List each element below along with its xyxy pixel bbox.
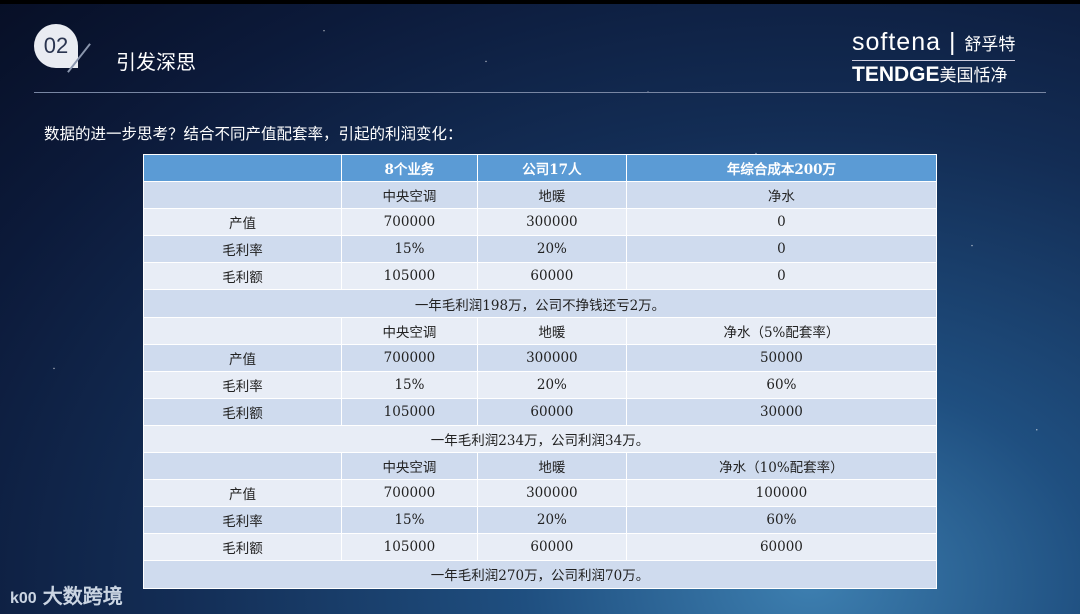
table-cell: 105000 xyxy=(341,397,478,426)
table-row: 产值 700000 300000 50000 xyxy=(143,343,938,372)
table-cell xyxy=(143,452,342,481)
summary-row: 一年毛利润270万，公司利润70万。 xyxy=(143,560,937,589)
product-row: 中央空调 地暖 净水（5%配套率） xyxy=(143,316,938,345)
table-cell xyxy=(143,181,342,210)
table-cell: 0 xyxy=(625,235,938,264)
table-row: 毛利率 15% 20% 60% xyxy=(143,370,938,399)
table-cell: 中央空调 xyxy=(341,181,478,210)
logo-separator xyxy=(852,60,1016,61)
header-cell: 8个业务 xyxy=(341,153,478,183)
section-number-badge: 02 xyxy=(34,24,78,68)
logo-brand2: TENDGE xyxy=(852,63,940,86)
header-rule xyxy=(34,92,1046,93)
table-cell: 15% xyxy=(341,506,478,535)
table-cell: 105000 xyxy=(341,262,478,291)
table-cell: 100000 xyxy=(625,479,938,508)
table-cell: 700000 xyxy=(341,208,478,237)
summary-row: 一年毛利润234万，公司利润34万。 xyxy=(143,424,937,454)
table-row: 毛利率 15% 20% 60% xyxy=(143,506,938,535)
product-row: 中央空调 地暖 净水（10%配套率） xyxy=(143,452,938,481)
table-cell: 毛利额 xyxy=(143,533,342,562)
header-cell xyxy=(143,153,342,183)
table-row: 产值 700000 300000 0 xyxy=(143,208,938,237)
table-cell: 中央空调 xyxy=(341,452,478,481)
summary-row: 一年毛利润198万，公司不挣钱还亏2万。 xyxy=(143,289,937,318)
table-row: 毛利额 105000 60000 60000 xyxy=(143,533,938,562)
table-cell: 一年毛利润198万，公司不挣钱还亏2万。 xyxy=(143,289,937,318)
table-cell: 地暖 xyxy=(476,181,627,210)
table-cell: 产值 xyxy=(143,208,342,237)
table-cell: 60000 xyxy=(476,533,627,562)
table-cell: 105000 xyxy=(341,533,478,562)
table-cell: 一年毛利润234万，公司利润34万。 xyxy=(143,424,937,454)
table-cell: 300000 xyxy=(476,479,627,508)
table-cell: 净水 xyxy=(625,181,938,210)
table-cell: 0 xyxy=(625,208,938,237)
table-cell: 60000 xyxy=(476,262,627,291)
table-cell: 15% xyxy=(341,370,478,399)
header-cell: 年综合成本200万 xyxy=(625,153,938,183)
table-cell: 毛利率 xyxy=(143,235,342,264)
intro-text: 数据的进一步思考？结合不同产值配套率，引起的利润变化： xyxy=(44,125,463,143)
watermark: k00 大数跨境 xyxy=(10,580,123,609)
table-cell: 15% xyxy=(341,235,478,264)
table-cell: 20% xyxy=(476,370,627,399)
table-row: 毛利额 105000 60000 30000 xyxy=(143,397,938,426)
table-cell: 毛利率 xyxy=(143,506,342,535)
table-cell: 60000 xyxy=(476,397,627,426)
table-cell: 产值 xyxy=(143,479,342,508)
logo-brand1-cn: 舒孚特 xyxy=(964,35,1016,54)
table-cell: 30000 xyxy=(625,397,938,426)
table-cell: 60% xyxy=(625,506,938,535)
brand-logo: softena | 舒孚特 TENDGE美国恬净 xyxy=(852,28,1016,86)
product-row: 中央空调 地暖 净水 xyxy=(143,181,938,210)
table-cell: 净水（10%配套率） xyxy=(625,452,938,481)
table-cell: 毛利额 xyxy=(143,262,342,291)
header-cell: 公司17人 xyxy=(476,153,627,183)
table-cell: 毛利额 xyxy=(143,397,342,426)
table-cell: 60% xyxy=(625,370,938,399)
table-header-row: 8个业务 公司17人 年综合成本200万 xyxy=(143,153,938,183)
table-cell xyxy=(143,316,342,345)
table-cell: 20% xyxy=(476,235,627,264)
table-row: 毛利率 15% 20% 0 xyxy=(143,235,938,264)
logo-brand2-cn: 美国恬净 xyxy=(939,66,1008,85)
table-cell: 中央空调 xyxy=(341,316,478,345)
table-cell: 净水（5%配套率） xyxy=(625,316,938,345)
logo-brand1: softena xyxy=(852,28,942,56)
table-cell: 300000 xyxy=(476,208,627,237)
table-cell: 60000 xyxy=(625,533,938,562)
watermark-text: 大数跨境 xyxy=(42,584,123,608)
table-cell: 毛利率 xyxy=(143,370,342,399)
table-cell: 700000 xyxy=(341,479,478,508)
profit-table: 8个业务 公司17人 年综合成本200万 中央空调 地暖 净水 产值 700000 300… xyxy=(143,153,938,589)
page-title: 引发深思 xyxy=(116,50,196,74)
table-cell: 产值 xyxy=(143,343,342,372)
table-row: 产值 700000 300000 100000 xyxy=(143,479,938,508)
table-row: 毛利额 105000 60000 0 xyxy=(143,262,938,291)
table-cell: 300000 xyxy=(476,343,627,372)
table-cell: 20% xyxy=(476,506,627,535)
table-cell: 700000 xyxy=(341,343,478,372)
table-cell: 0 xyxy=(625,262,938,291)
watermark-mark: k00 xyxy=(10,590,37,607)
table-cell: 地暖 xyxy=(476,452,627,481)
table-cell: 地暖 xyxy=(476,316,627,345)
table-cell: 50000 xyxy=(625,343,938,372)
table-cell: 一年毛利润270万，公司利润70万。 xyxy=(143,560,937,589)
